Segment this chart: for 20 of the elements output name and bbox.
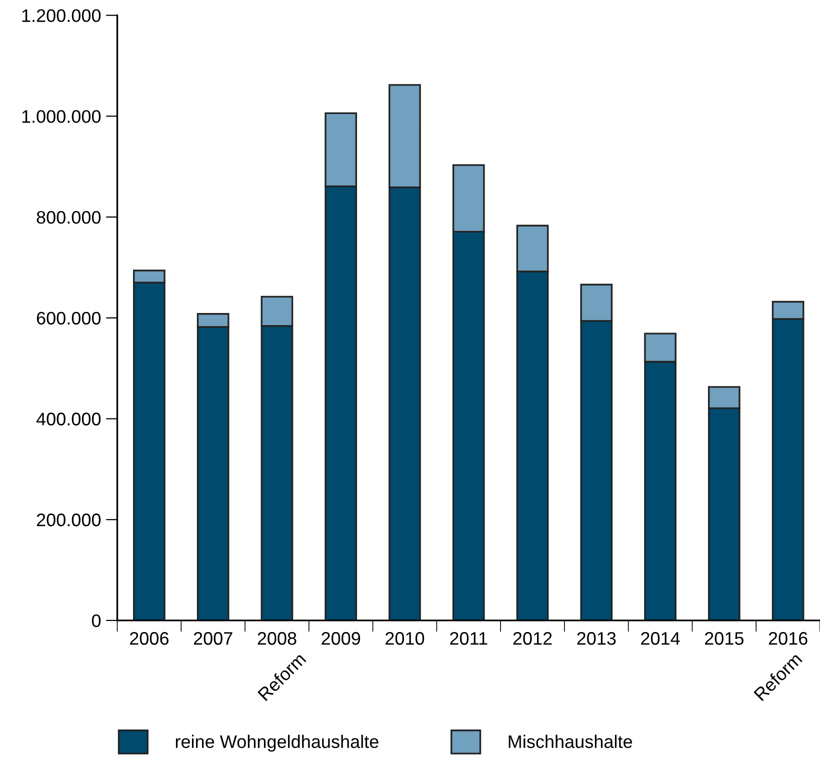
x-tick-label: 2009 xyxy=(322,632,360,645)
legend-label: reine Wohngeldhaushalte xyxy=(176,734,378,752)
x-tick-label: 2014 xyxy=(641,632,680,645)
x-tick-label: 2006 xyxy=(130,632,168,645)
x-tick-label: 2012 xyxy=(513,632,552,645)
x-tick-label: 2011 xyxy=(450,632,488,645)
y-tick-label: 400.000 xyxy=(36,412,101,426)
x-tick-label: 2010 xyxy=(386,632,424,645)
legend-label: Mischhaushalte xyxy=(508,734,632,748)
x-tick-label: 2016 xyxy=(768,632,808,645)
x-tick-label: 2007 xyxy=(194,632,232,645)
y-tick-label: 800.000 xyxy=(36,210,101,224)
x-tick-label: 2013 xyxy=(577,632,616,645)
y-tick-label: 0 xyxy=(92,614,101,628)
y-tick-label: 600.000 xyxy=(36,312,101,325)
y-tick-label: 200.000 xyxy=(36,514,101,526)
y-tick-label: 1.200.000 xyxy=(22,9,101,22)
y-tick-label: 1.000.000 xyxy=(22,110,101,123)
x-tick-label: 2015 xyxy=(705,632,744,645)
x-tick-label: 2008 xyxy=(258,632,296,645)
